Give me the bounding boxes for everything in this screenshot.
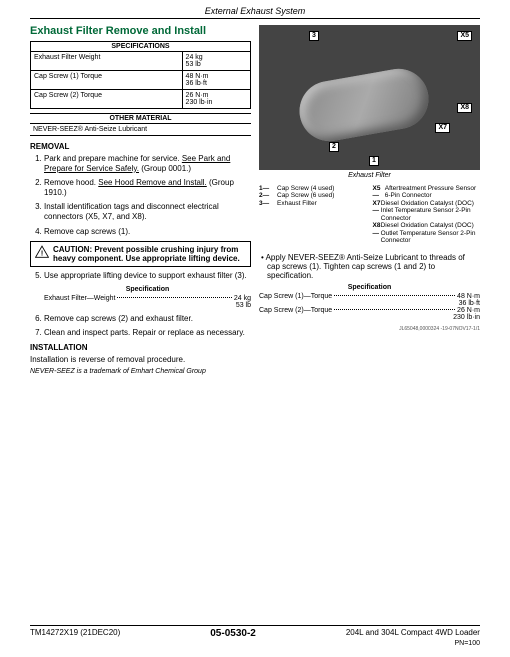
apply-lubricant-note: • Apply NEVER-SEEZ® Anti-Seize Lubricant… — [259, 253, 480, 280]
step: Use appropriate lifting device to suppor… — [44, 271, 251, 281]
spec-table: SPECIFICATIONS Exhaust Filter Weight 24 … — [30, 41, 251, 109]
inline-spec-title-2: Specification — [259, 284, 480, 291]
callout-1: 1 — [369, 156, 379, 166]
callout-x5: X5 — [457, 31, 472, 41]
right-column: 3 X5 X8 X7 2 1 Exhaust Filter 1—Cap Scre… — [259, 25, 480, 375]
left-column: Exhaust Filter Remove and Install SPECIF… — [30, 25, 251, 375]
callout-x7: X7 — [435, 123, 450, 133]
svg-text:!: ! — [41, 251, 43, 258]
section-title: Exhaust Filter Remove and Install — [30, 25, 251, 37]
callout-2: 2 — [329, 142, 339, 152]
footer-pn: PN=100 — [30, 640, 480, 647]
doc-code: JL65048,0000324 -19-07NOV17-1/1 — [259, 326, 480, 332]
material-table: OTHER MATERIAL NEVER-SEEZ® Anti-Seize Lu… — [30, 113, 251, 136]
footer-center: 05-0530-2 — [210, 628, 256, 639]
footer-left: TM14272X19 (21DEC20) — [30, 628, 120, 639]
removal-steps: Park and prepare machine for service. Se… — [30, 154, 251, 236]
legend: 1—Cap Screw (4 used) 2—Cap Screw (6 used… — [259, 185, 480, 245]
step: Remove cap screws (2) and exhaust filter… — [44, 314, 251, 324]
removal-steps-5: Use appropriate lifting device to suppor… — [30, 271, 251, 281]
spec-label: Cap Screw (1) Torque — [31, 71, 183, 90]
step: Remove hood. See Hood Remove and Install… — [44, 178, 251, 197]
installation-text: Installation is reverse of removal proce… — [30, 355, 251, 364]
material-header: OTHER MATERIAL — [30, 114, 251, 124]
removal-steps-6: Remove cap screws (2) and exhaust filter… — [30, 314, 251, 338]
warning-icon: ! — [35, 245, 49, 259]
installation-heading: INSTALLATION — [30, 343, 251, 352]
figure-caption: Exhaust Filter — [259, 172, 480, 179]
spec-val: 48 N·m36 lb·ft — [182, 71, 250, 90]
trademark-note: NEVER-SEEZ is a trademark of Emhart Chem… — [30, 368, 251, 375]
removal-heading: REMOVAL — [30, 142, 251, 151]
caution-text: CAUTION: Prevent possible crushing injur… — [53, 245, 240, 263]
content: Exhaust Filter Remove and Install SPECIF… — [0, 19, 510, 375]
footer: TM14272X19 (21DEC20) 05-0530-2 204L and … — [30, 625, 480, 647]
step: Park and prepare machine for service. Se… — [44, 154, 251, 173]
step: Remove cap screws (1). — [44, 227, 251, 237]
inline-spec: Specification Exhaust Filter—Weight24 kg… — [44, 286, 251, 309]
caution-box: ! CAUTION: Prevent possible crushing inj… — [30, 241, 251, 267]
spec-label: Exhaust Filter Weight — [31, 52, 183, 71]
step: Clean and inspect parts. Repair or repla… — [44, 328, 251, 338]
xref-link[interactable]: See Hood Remove and Install. — [98, 178, 207, 187]
material-row: NEVER-SEEZ® Anti-Seize Lubricant — [30, 124, 251, 136]
callout-3: 3 — [309, 31, 319, 41]
step: Install identification tags and disconne… — [44, 202, 251, 221]
inline-spec-2: Specification Cap Screw (1)—Torque48 N·m… — [259, 284, 480, 321]
page-header: External Exhaust System — [30, 0, 480, 19]
spec-label: Cap Screw (2) Torque — [31, 90, 183, 109]
spec-val: 24 kg53 lb — [182, 52, 250, 71]
callout-x8: X8 — [457, 103, 472, 113]
spec-val: 26 N·m230 lb·in — [182, 90, 250, 109]
footer-right: 204L and 304L Compact 4WD Loader — [346, 628, 480, 639]
exhaust-filter-figure: 3 X5 X8 X7 2 1 — [259, 25, 480, 170]
spec-table-header: SPECIFICATIONS — [31, 42, 251, 52]
inline-spec-title: Specification — [44, 286, 251, 293]
